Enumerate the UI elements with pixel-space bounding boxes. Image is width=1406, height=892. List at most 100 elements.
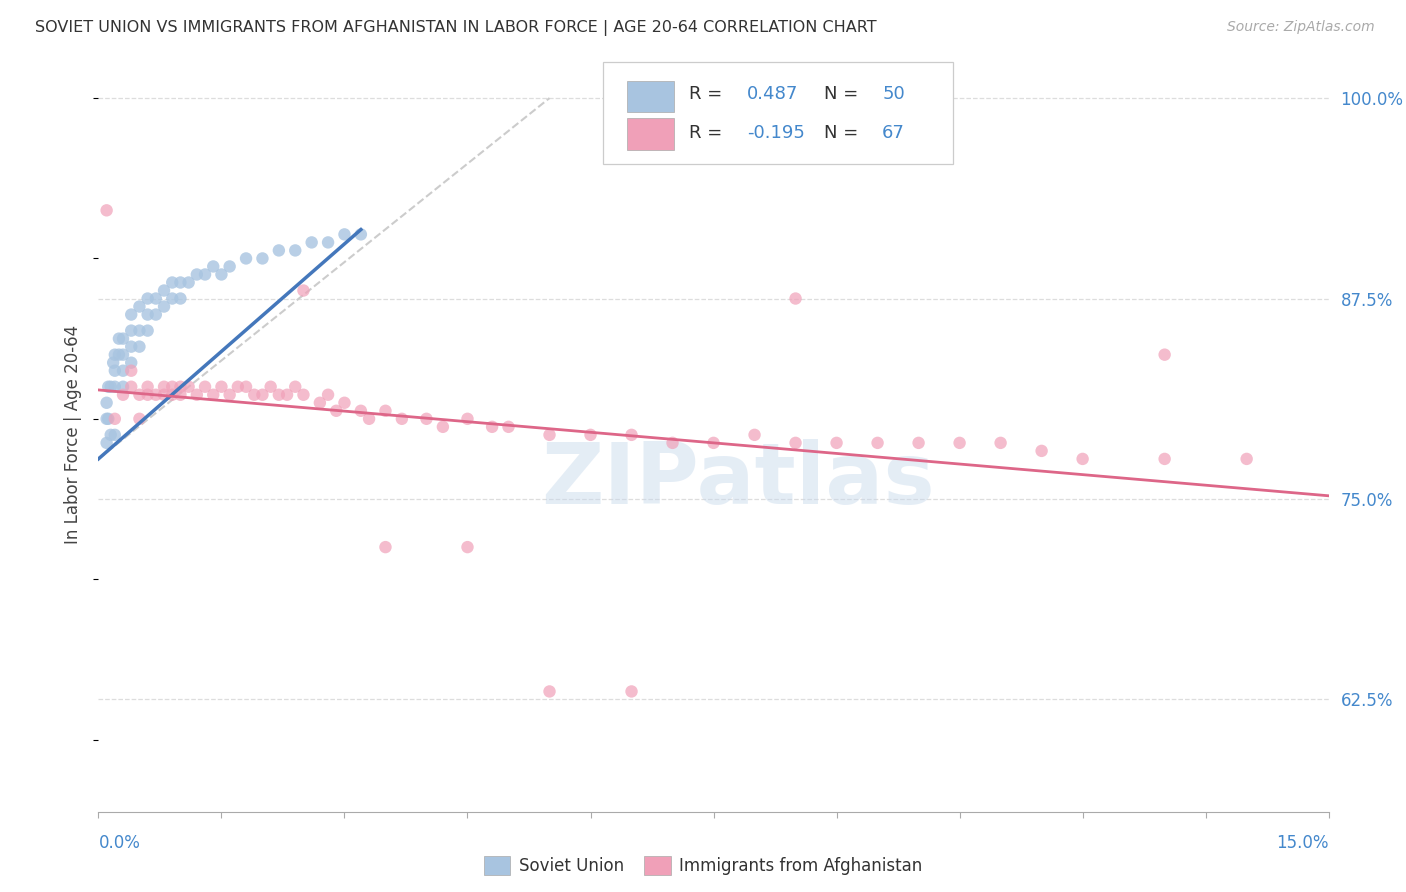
Point xyxy=(162,388,184,402)
Point xyxy=(1071,451,1094,466)
Point xyxy=(104,348,127,362)
Text: ZIPatlas: ZIPatlas xyxy=(541,439,935,522)
Point xyxy=(112,348,135,362)
Point xyxy=(252,388,274,402)
Text: -0.195: -0.195 xyxy=(747,124,804,143)
Point xyxy=(235,380,257,394)
Text: 0.0%: 0.0% xyxy=(98,834,141,852)
Point xyxy=(374,404,396,418)
Point xyxy=(136,388,159,402)
Point xyxy=(120,356,142,370)
Point xyxy=(162,292,184,306)
Point xyxy=(104,427,127,442)
Point xyxy=(292,388,315,402)
Point xyxy=(498,420,520,434)
Point xyxy=(128,412,150,426)
Point xyxy=(316,235,339,250)
Point xyxy=(579,427,602,442)
Point xyxy=(661,435,683,450)
Point xyxy=(235,252,257,266)
Point xyxy=(202,260,225,274)
Point xyxy=(194,268,217,282)
Point xyxy=(153,300,176,314)
Point xyxy=(620,684,643,698)
Point xyxy=(218,260,240,274)
Point xyxy=(153,388,176,402)
Point xyxy=(333,396,356,410)
Point xyxy=(162,276,184,290)
Point xyxy=(211,380,233,394)
Point xyxy=(202,388,225,402)
Point xyxy=(350,404,373,418)
Point xyxy=(96,203,118,218)
Point xyxy=(744,427,766,442)
Point xyxy=(145,308,167,322)
Point xyxy=(1153,348,1175,362)
Point xyxy=(145,388,167,402)
Point xyxy=(100,427,122,442)
Text: SOVIET UNION VS IMMIGRANTS FROM AFGHANISTAN IN LABOR FORCE | AGE 20-64 CORRELATI: SOVIET UNION VS IMMIGRANTS FROM AFGHANIS… xyxy=(35,20,877,36)
Point xyxy=(301,235,323,250)
Point xyxy=(194,380,217,394)
Point xyxy=(112,332,135,346)
Point xyxy=(120,308,142,322)
Point xyxy=(866,435,889,450)
Point xyxy=(128,324,150,338)
Point xyxy=(128,300,150,314)
Point xyxy=(112,364,135,378)
Text: 15.0%: 15.0% xyxy=(1277,834,1329,852)
Point xyxy=(120,364,142,378)
Point xyxy=(218,388,240,402)
Point xyxy=(260,380,283,394)
Point xyxy=(226,380,249,394)
Point xyxy=(169,388,191,402)
Point xyxy=(97,412,120,426)
Point xyxy=(103,356,125,370)
Point xyxy=(177,380,200,394)
Point xyxy=(990,435,1012,450)
Text: R =: R = xyxy=(689,85,728,103)
Point xyxy=(120,324,142,338)
Text: N =: N = xyxy=(824,85,865,103)
Point xyxy=(104,364,127,378)
Point xyxy=(457,540,479,554)
Point xyxy=(350,227,373,242)
Point xyxy=(1236,451,1258,466)
FancyBboxPatch shape xyxy=(603,62,953,163)
Point xyxy=(415,412,437,426)
Legend: Soviet Union, Immigrants from Afghanistan: Soviet Union, Immigrants from Afghanista… xyxy=(477,849,929,882)
Point xyxy=(108,332,131,346)
Point xyxy=(136,324,159,338)
Point xyxy=(136,308,159,322)
Y-axis label: In Labor Force | Age 20-64: In Labor Force | Age 20-64 xyxy=(65,326,83,544)
Point xyxy=(276,388,298,402)
Point xyxy=(145,292,167,306)
FancyBboxPatch shape xyxy=(627,119,675,150)
Point xyxy=(162,380,184,394)
Text: 0.487: 0.487 xyxy=(747,85,799,103)
Point xyxy=(128,340,150,354)
Point xyxy=(333,227,356,242)
Point xyxy=(267,388,290,402)
Point xyxy=(359,412,381,426)
Point xyxy=(112,388,135,402)
Text: Source: ZipAtlas.com: Source: ZipAtlas.com xyxy=(1227,20,1375,34)
Point xyxy=(284,244,307,258)
Point xyxy=(108,348,131,362)
Text: 67: 67 xyxy=(882,124,905,143)
Point xyxy=(538,684,561,698)
Point xyxy=(169,292,191,306)
Point xyxy=(97,380,120,394)
FancyBboxPatch shape xyxy=(627,80,675,112)
Point xyxy=(309,396,332,410)
Point xyxy=(136,380,159,394)
Point xyxy=(316,388,339,402)
Point xyxy=(243,388,266,402)
Point xyxy=(112,380,135,394)
Point xyxy=(104,380,127,394)
Point xyxy=(153,380,176,394)
Point xyxy=(186,268,208,282)
Point xyxy=(120,380,142,394)
Point xyxy=(96,435,118,450)
Point xyxy=(620,427,643,442)
